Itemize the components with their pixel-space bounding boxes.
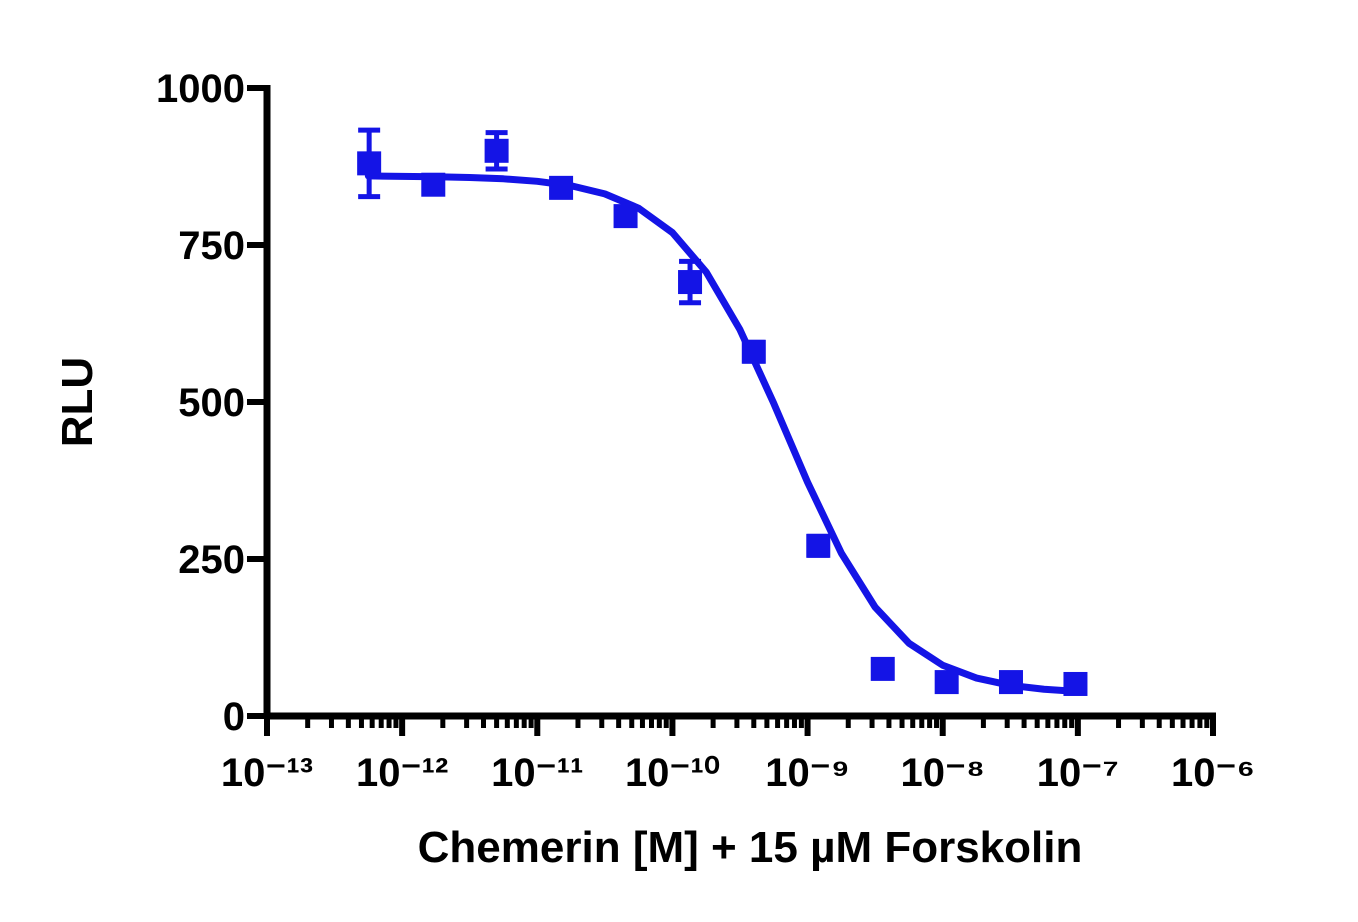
data-point	[549, 175, 574, 200]
data-point	[741, 339, 766, 364]
data-point	[934, 670, 959, 695]
x-tick-label: 10⁻¹²	[356, 751, 448, 795]
y-tick-label: 250	[178, 538, 245, 582]
data-point	[421, 172, 446, 197]
data-point	[806, 533, 831, 558]
data-point	[678, 270, 703, 295]
x-tick-label: 10⁻⁷	[1037, 751, 1119, 795]
x-tick-label: 10⁻⁹	[765, 751, 850, 795]
x-axis-title: Chemerin [M] + 15 µM Forskolin	[418, 823, 1083, 872]
data-point	[484, 138, 509, 163]
data-point	[870, 656, 895, 681]
y-axis-title: RLU	[53, 357, 102, 447]
data-point	[357, 151, 382, 176]
y-tick-label: 750	[178, 224, 245, 268]
x-tick-label: 10⁻¹³	[221, 751, 313, 795]
x-tick-label: 10⁻⁶	[1171, 751, 1255, 795]
x-tick-label: 10⁻¹⁰	[625, 751, 720, 795]
y-tick-label: 0	[223, 695, 245, 739]
x-tick-label: 10⁻¹¹	[491, 751, 583, 795]
y-tick-label: 500	[178, 381, 245, 425]
fit-curve	[364, 172, 1082, 695]
data-point	[613, 204, 638, 229]
data-point	[1063, 671, 1088, 696]
x-tick-label: 10⁻⁸	[900, 751, 985, 795]
data-point	[998, 670, 1023, 695]
y-tick-label: 1000	[156, 67, 245, 111]
